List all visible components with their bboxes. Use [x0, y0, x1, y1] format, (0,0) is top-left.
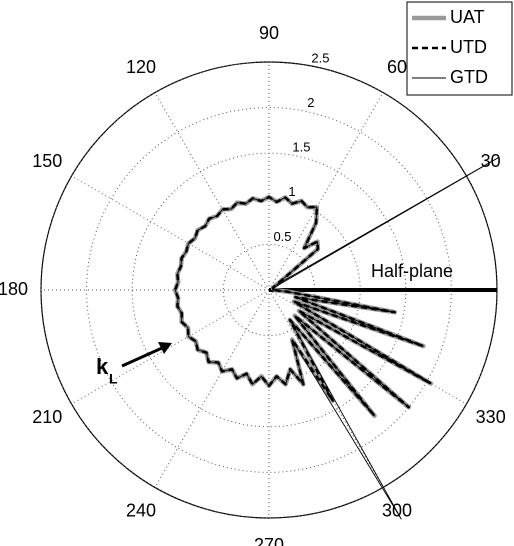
r-tick-label: 0.5: [273, 229, 291, 244]
theta-tick-label: 210: [32, 407, 62, 427]
theta-tick-label: 150: [32, 151, 62, 171]
theta-tick-label: 270: [254, 535, 284, 546]
legend-label: GTD: [450, 67, 488, 87]
annotation: Half-plane: [371, 261, 453, 281]
theta-tick-label: 90: [259, 23, 279, 43]
annotation: k: [96, 354, 109, 379]
theta-tick-label: 30: [481, 151, 501, 171]
theta-tick-label: 60: [387, 57, 407, 77]
theta-tick-label: 300: [382, 500, 412, 520]
grid-spoke: [71, 289, 270, 405]
grid-spoke: [268, 92, 384, 291]
legend-label: UAT: [450, 7, 485, 27]
annotation: L: [109, 371, 118, 387]
arrow-head: [158, 342, 172, 354]
theta-tick-label: 330: [476, 407, 506, 427]
r-tick-label: 2: [307, 95, 314, 110]
grid-spoke: [154, 92, 270, 291]
series-line: [174, 157, 499, 520]
grid-spoke: [154, 289, 270, 488]
r-tick-label: 2.5: [311, 50, 329, 65]
theta-tick-label: 120: [126, 57, 156, 77]
theta-tick-label: 240: [126, 500, 156, 520]
r-tick-label: 1: [288, 184, 295, 199]
grid-spoke: [71, 175, 270, 291]
series-line: [173, 195, 433, 418]
r-tick-label: 1.5: [292, 140, 310, 155]
theta-tick-label: 180: [0, 279, 28, 299]
legend-label: UTD: [450, 37, 487, 57]
arrow: [121, 346, 163, 368]
